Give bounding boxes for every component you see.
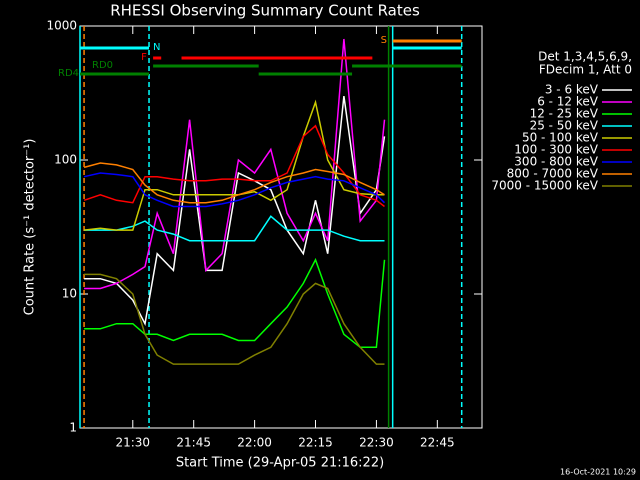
legend-header: Det 1,3,4,5,6,9,	[538, 50, 632, 64]
plot-frame	[79, 25, 483, 429]
series-line	[84, 99, 385, 231]
legend-label: 300 - 800 keV	[514, 155, 598, 169]
series-line	[84, 38, 386, 290]
legend-label: 7000 - 15000 keV	[491, 179, 598, 193]
chart-title: RHESSI Observing Summary Count Rates	[110, 2, 420, 20]
x-tick-label: 22:15	[298, 436, 333, 450]
x-axis-label: Start Time (29-Apr-05 21:16:22)	[176, 456, 384, 471]
x-tick-label: 22:00	[237, 436, 272, 450]
y-tick-label: 1	[69, 421, 77, 435]
flag-label: RD4	[58, 68, 79, 79]
legend-label: 3 - 6 keV	[545, 83, 599, 97]
flag-label: N	[153, 42, 160, 53]
series-line	[83, 172, 386, 208]
legend-label: 25 - 50 keV	[530, 119, 599, 133]
series-line	[83, 124, 385, 208]
legend-label: 100 - 300 keV	[514, 143, 598, 157]
x-tick-label: 22:45	[420, 436, 455, 450]
legend-label: 800 - 7000 keV	[507, 167, 599, 181]
legend-label: 6 - 12 keV	[537, 95, 599, 109]
x-tick-label: 21:30	[115, 436, 150, 450]
series-line	[84, 215, 385, 242]
y-axis-label: Count Rate (s⁻¹ detector⁻¹)	[23, 139, 38, 316]
footer: 16-Oct-2021 10:29	[560, 468, 636, 477]
series-line	[83, 162, 385, 204]
y-tick-label: 10	[62, 287, 77, 301]
legend-header: FDecim 1, Att 0	[539, 63, 632, 77]
legend-label: 12 - 25 keV	[530, 107, 599, 121]
y-tick-label: 1000	[46, 19, 77, 33]
x-tick-label: 21:45	[176, 436, 211, 450]
flag-label: S	[381, 35, 387, 46]
series-line	[84, 273, 385, 365]
legend-label: 50 - 100 keV	[522, 131, 599, 145]
x-tick-label: 22:30	[359, 436, 394, 450]
flag-label: RD0	[92, 60, 113, 71]
y-tick-label: 100	[54, 153, 77, 167]
series-line	[84, 257, 386, 349]
flag-label: F	[141, 52, 147, 63]
